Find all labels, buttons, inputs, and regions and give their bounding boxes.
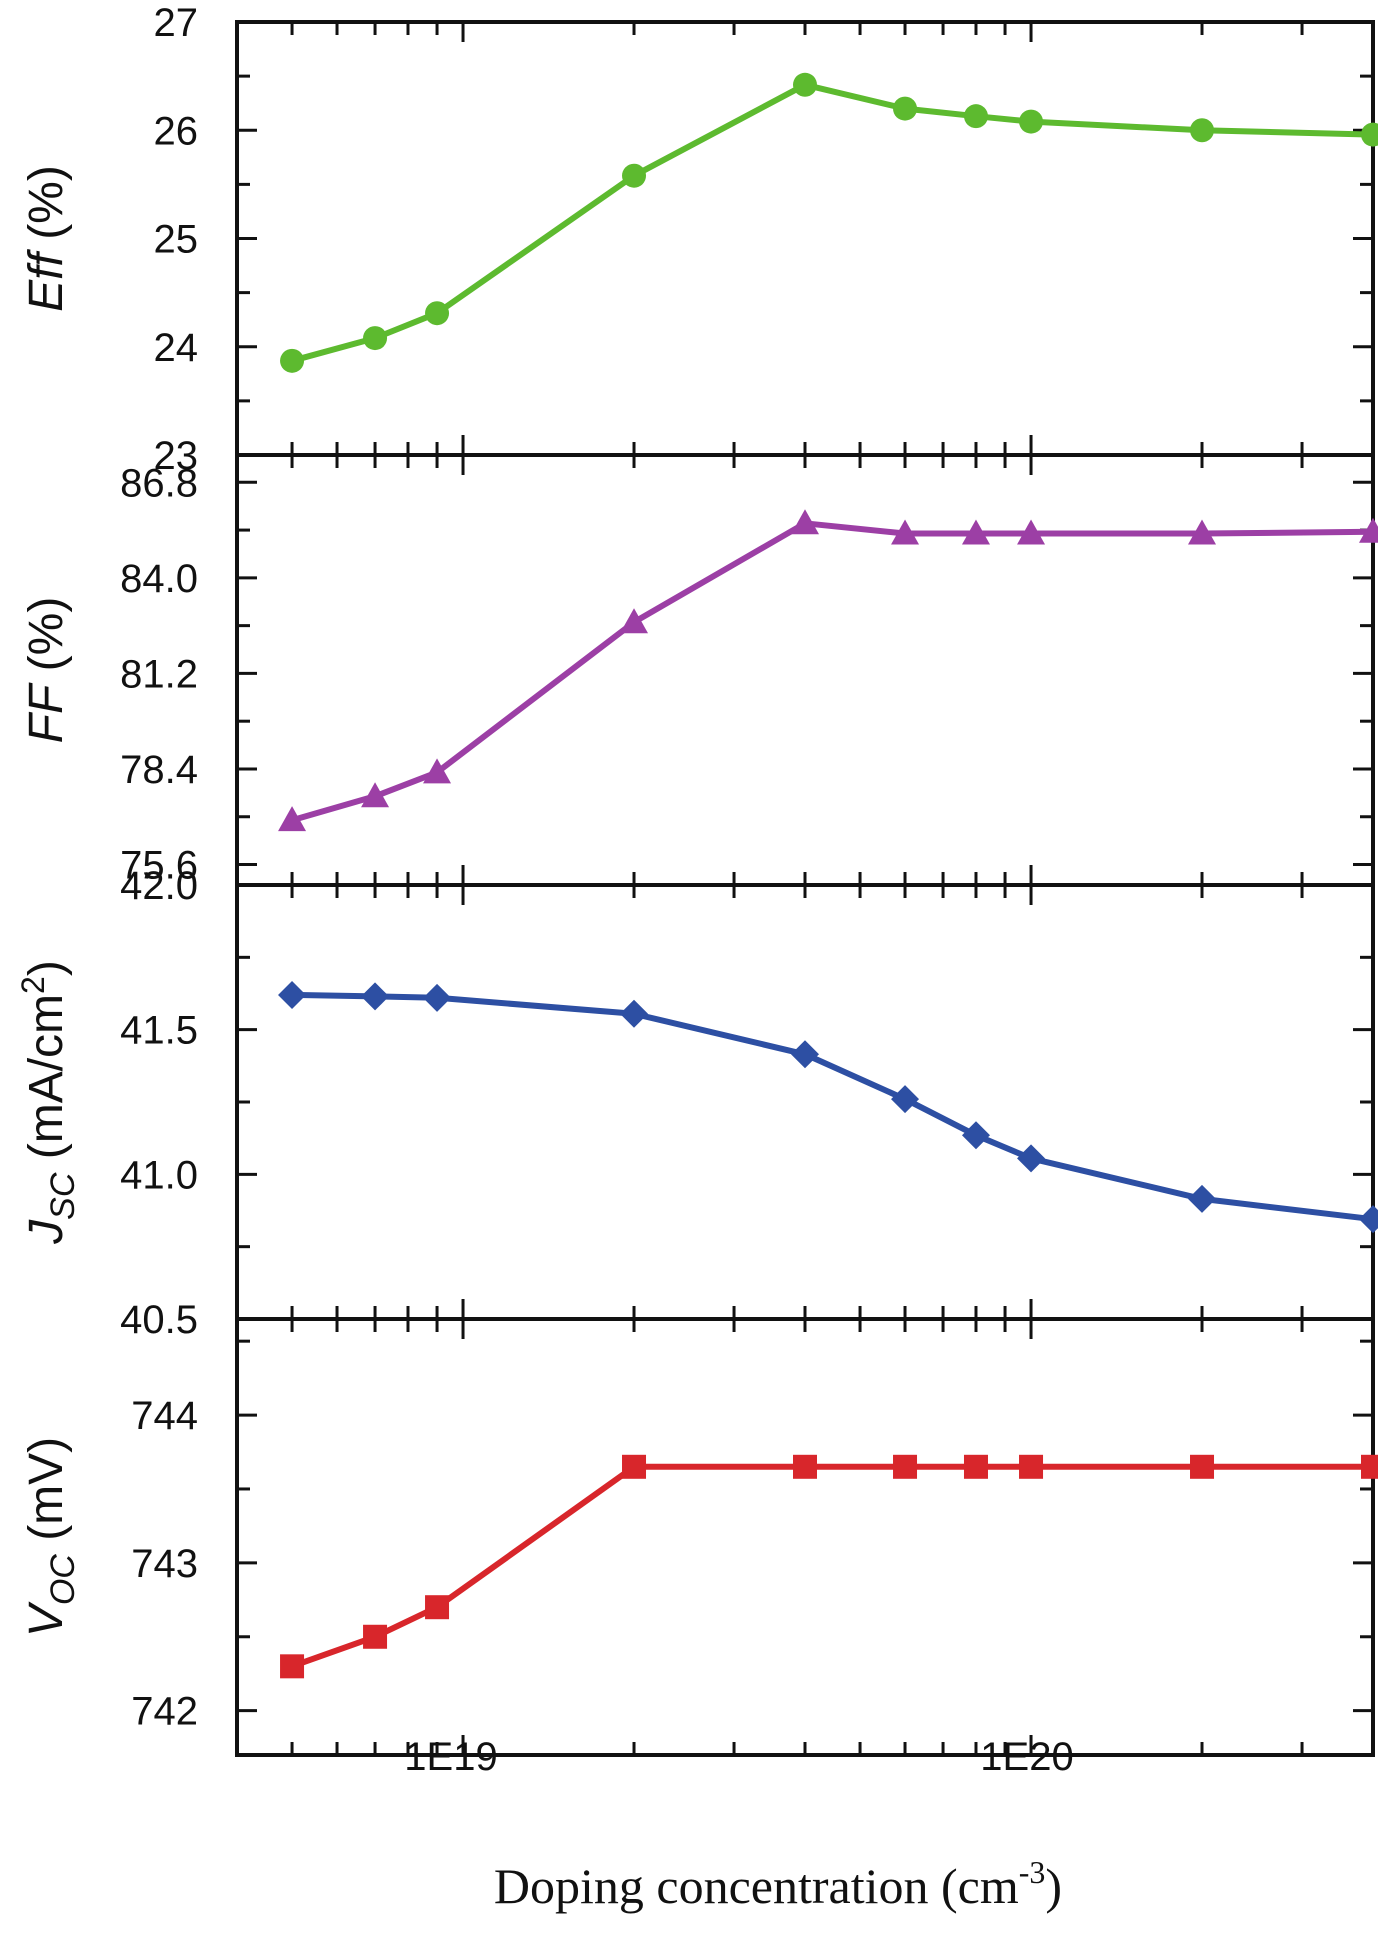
data-point-jsc-9 [1359, 1205, 1378, 1234]
data-point-voc-9 [1361, 1454, 1378, 1479]
data-point-eff-5 [893, 96, 918, 121]
y-tick-label-eff: 23 [154, 434, 199, 478]
data-point-jsc-7 [1017, 1144, 1046, 1173]
y-axis-title-unit-ff: (%) [20, 597, 73, 685]
y-tick-label-eff: 25 [154, 218, 199, 262]
data-point-ff-7 [1017, 519, 1046, 545]
y-axis-title-voc: VOC (mV) [20, 1437, 82, 1637]
y-axis-title-end-jsc: ) [20, 960, 73, 976]
panels-group: 23 24 25 26 27 Eff (%) 75.6 78.4 81.2 84.0 86.8 FF … [15, 1, 1378, 1757]
y-tick-label-ff: 81.2 [120, 652, 198, 696]
panel-voc: 742 743 744 VOC (mV) [20, 1317, 1378, 1757]
y-axis-title-ff: FF (%) [20, 597, 73, 744]
data-point-ff-8 [1188, 519, 1217, 545]
y-axis-title-main-ff: FF [20, 682, 73, 743]
x-tick-label-1e19: 1E19 [404, 1735, 497, 1779]
data-point-ff-6 [961, 519, 990, 545]
y-axis-title-main-eff: Eff [20, 248, 73, 311]
data-point-jsc-6 [961, 1121, 990, 1150]
y-tick-label-voc: 742 [131, 1690, 198, 1734]
data-point-eff-9 [1361, 122, 1378, 147]
data-point-voc-3 [622, 1454, 647, 1479]
panel-frame-jsc [235, 883, 1375, 1321]
data-point-ff-0 [278, 806, 307, 832]
data-point-jsc-2 [423, 983, 452, 1012]
data-point-voc-4 [793, 1454, 817, 1479]
y-tick-label-ff: 75.6 [120, 844, 198, 888]
data-point-ff-5 [891, 519, 920, 545]
panel-frame-voc [235, 1317, 1375, 1757]
series-line-jsc [291, 991, 1374, 1223]
data-point-eff-4 [793, 72, 817, 97]
y-tick-label-eff: 27 [154, 1, 199, 45]
y-tick-label-voc: 743 [131, 1542, 198, 1586]
y-tick-label-eff: 24 [154, 326, 199, 370]
data-point-ff-4 [791, 509, 819, 535]
y-tick-label-ff: 78.4 [120, 748, 198, 792]
y-tick-label-ff: 86.8 [120, 461, 198, 505]
data-point-eff-3 [622, 163, 647, 188]
panel-jsc: 40.5 41.0 41.5 42.0 JSC (mA/cm2) [15, 864, 1378, 1342]
y-tick-label-ff: 84.0 [120, 557, 198, 601]
data-point-voc-0 [280, 1654, 305, 1679]
y-axis-title-jsc: JSC (mA/cm2) [15, 960, 82, 1245]
y-axis-title-unit-voc: (mV) [20, 1437, 73, 1554]
x-axis-title-suffix: ) [1045, 1858, 1062, 1914]
y-tick-label-jsc: 40.5 [120, 1298, 198, 1342]
data-point-jsc-3 [620, 999, 649, 1028]
data-point-jsc-4 [791, 1040, 819, 1069]
y-axis-title-unit-eff: (%) [20, 165, 73, 253]
data-point-voc-5 [893, 1454, 918, 1479]
data-point-ff-3 [620, 608, 649, 634]
data-point-voc-1 [363, 1624, 388, 1649]
y-axis-title-sub-voc: OC [44, 1554, 82, 1605]
data-point-eff-0 [280, 348, 305, 373]
x-tick-label-1e20: 1E20 [980, 1735, 1073, 1779]
panel-ff: 75.6 78.4 81.2 84.0 86.8 FF (%) [20, 453, 1378, 888]
x-axis-tick-labels: 1E19 1E20 [404, 1735, 1073, 1779]
x-axis-title-sup: -3 [1019, 1854, 1046, 1890]
y-axis-title-eff: Eff (%) [20, 165, 73, 312]
x-axis-title-main: Doping concentration (cm [494, 1858, 1019, 1914]
data-point-jsc-5 [891, 1085, 920, 1114]
y-axis-title-sub-jsc: SC [44, 1172, 82, 1220]
data-point-eff-1 [363, 326, 388, 351]
data-point-voc-8 [1190, 1454, 1215, 1479]
y-tick-label-jsc: 42.0 [120, 864, 198, 908]
series-line-ff [291, 520, 1374, 824]
data-point-eff-6 [963, 104, 988, 129]
data-point-voc-6 [963, 1454, 988, 1479]
panel-eff: 23 24 25 26 27 Eff (%) [20, 1, 1378, 478]
data-point-eff-8 [1190, 118, 1215, 143]
series-line-voc [290, 1463, 1373, 1670]
data-point-jsc-1 [361, 982, 390, 1011]
x-axis-title: Doping concentration (cm-3) [494, 1854, 1062, 1914]
data-point-voc-2 [425, 1595, 450, 1620]
y-axis-title-main-voc: V [20, 1601, 73, 1637]
data-point-ff-2 [423, 758, 452, 784]
y-axis-title-sup-jsc: 2 [15, 976, 51, 994]
data-point-ff-1 [361, 782, 390, 808]
data-point-eff-7 [1019, 109, 1044, 134]
data-point-jsc-0 [278, 980, 307, 1009]
y-axis-title-unit-jsc: (mA/cm [20, 994, 73, 1173]
data-point-ff-9 [1359, 517, 1378, 543]
data-point-jsc-8 [1188, 1184, 1217, 1213]
y-tick-label-jsc: 41.5 [120, 1009, 198, 1053]
y-axis-title-main-jsc: J [20, 1219, 73, 1245]
y-tick-label-voc: 744 [131, 1394, 198, 1438]
series-line-eff [291, 81, 1374, 364]
y-tick-label-jsc: 41.0 [120, 1153, 198, 1197]
data-point-voc-7 [1019, 1454, 1044, 1479]
y-tick-label-eff: 26 [154, 109, 199, 153]
data-point-eff-2 [425, 301, 450, 326]
